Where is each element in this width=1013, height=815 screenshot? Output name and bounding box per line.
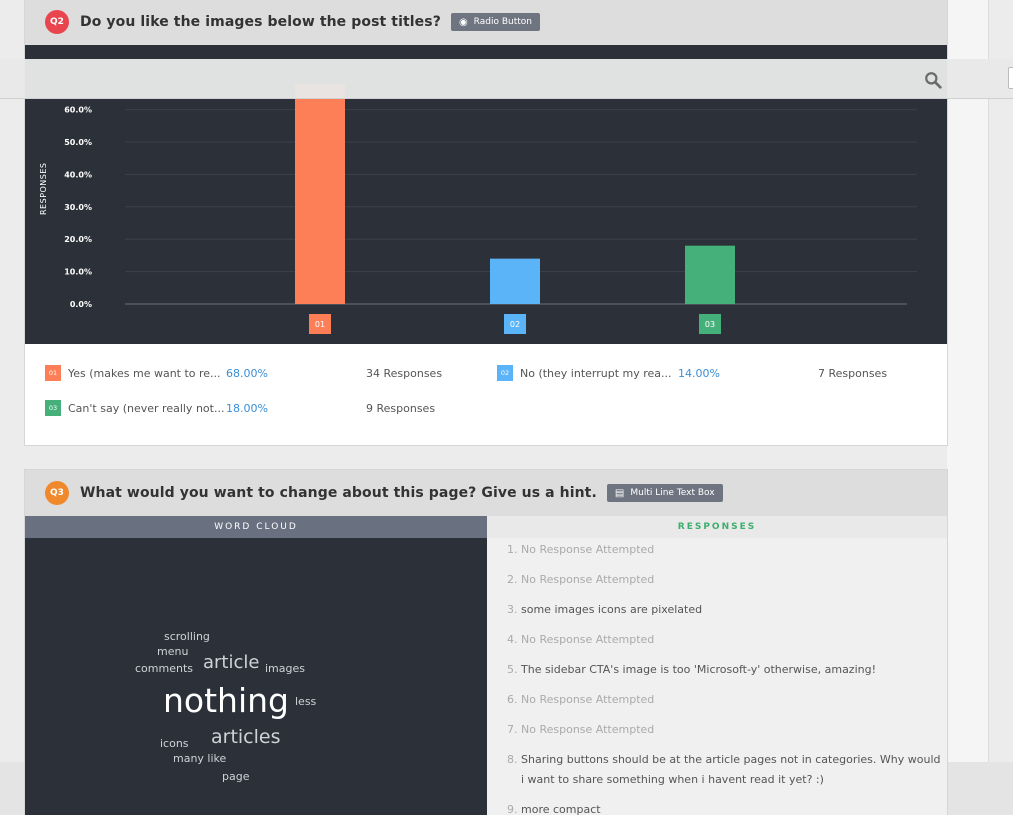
search-icon[interactable]	[924, 71, 942, 89]
question-header: Q2 Do you like the images below the post…	[25, 0, 947, 45]
cloud-word: menu	[157, 645, 189, 658]
response-item: 8. Sharing buttons should be at the arti…	[507, 750, 947, 790]
x-tick-badge	[699, 314, 721, 334]
response-item: 6. No Response Attempted	[507, 690, 947, 710]
y-tick-label: 20.0%	[64, 235, 92, 244]
response-item: 7. No Response Attempted	[507, 720, 947, 740]
question-type-chip: ▤ Multi Line Text Box	[606, 484, 723, 502]
legend-label: No (they interrupt my rea...	[520, 366, 672, 380]
response-text: The sidebar CTA's image is too 'Microsof…	[521, 663, 876, 676]
question-type-chip: ◉ Radio Button	[450, 13, 540, 31]
page-right-rail	[947, 0, 989, 762]
question-card-q3: Q3 What would you want to change about t…	[24, 469, 948, 815]
legend-badge: 02	[497, 365, 513, 381]
textbox-icon: ▤	[614, 487, 625, 499]
cloud-word: article	[203, 652, 260, 673]
legend-label: Yes (makes me want to re...	[68, 366, 221, 380]
x-tick-label: 03	[705, 320, 715, 329]
response-item: 9. more compact	[507, 800, 947, 815]
bar	[685, 245, 735, 304]
word-cloud-header: WORD CLOUD	[25, 516, 487, 538]
question-type-label: Radio Button	[473, 17, 532, 27]
response-number: 5.	[507, 663, 518, 676]
x-tick-badge	[309, 314, 331, 334]
response-text: Sharing buttons should be at the article…	[521, 753, 941, 786]
bar	[490, 258, 540, 304]
response-number: 1.	[507, 543, 518, 556]
y-tick-label: 10.0%	[64, 268, 92, 277]
question-type-label: Multi Line Text Box	[630, 488, 715, 498]
response-text: No Response Attempted	[521, 693, 655, 706]
response-text: No Response Attempted	[521, 723, 655, 736]
x-tick-label: 02	[510, 320, 520, 329]
legend-percent: 18.00%	[226, 401, 268, 415]
x-tick-label: 01	[315, 320, 325, 329]
response-item: 5. The sidebar CTA's image is too 'Micro…	[507, 660, 947, 680]
question-badge: Q3	[45, 481, 69, 505]
y-tick-label: 0.0%	[70, 300, 92, 309]
response-number: 6.	[507, 693, 518, 706]
response-text: No Response Attempted	[521, 573, 655, 586]
legend-badge: 01	[45, 365, 61, 381]
cloud-word: scrolling	[164, 630, 210, 643]
responses-header: RESPONSES	[487, 516, 947, 538]
response-number: 4.	[507, 633, 518, 646]
cloud-word: less	[295, 695, 317, 708]
response-number: 3.	[507, 603, 518, 616]
top-search-bar	[0, 59, 1013, 99]
cloud-word: many like	[173, 752, 227, 765]
response-text: No Response Attempted	[521, 543, 655, 556]
cloud-word: icons	[160, 737, 189, 750]
legend-badge: 03	[45, 400, 61, 416]
response-number: 2.	[507, 573, 518, 586]
legend-item: 03 Can't say (never really not... 18.00%…	[45, 400, 486, 416]
response-text: some images icons are pixelated	[521, 603, 703, 616]
cloud-word: page	[222, 770, 250, 783]
y-tick-label: 40.0%	[64, 170, 92, 179]
legend-percent: 14.00%	[678, 366, 720, 380]
cloud-word: images	[265, 662, 305, 675]
y-tick-label: 50.0%	[64, 138, 92, 147]
legend-count: 34 Responses	[366, 366, 443, 380]
bar	[295, 83, 345, 305]
y-tick-label: 30.0%	[64, 203, 92, 212]
cloud-word: nothing	[163, 681, 289, 720]
response-number: 8.	[507, 753, 518, 766]
response-item: 4. No Response Attempted	[507, 630, 947, 650]
chart-legend: 01 Yes (makes me want to re... 68.00% 34…	[25, 344, 947, 445]
question-title: What would you want to change about this…	[80, 485, 597, 501]
legend-item: 02 No (they interrupt my rea... 14.00% 7…	[497, 365, 938, 381]
responses-list: 1. No Response Attempted 2. No Response …	[487, 538, 947, 815]
legend-percent: 68.00%	[226, 366, 268, 380]
response-number: 7.	[507, 723, 518, 736]
response-item: 1. No Response Attempted	[507, 540, 947, 560]
legend-count: 7 Responses	[818, 366, 888, 380]
response-text: No Response Attempted	[521, 633, 655, 646]
legend-item: 01 Yes (makes me want to re... 68.00% 34…	[45, 365, 486, 381]
bar-chart-svg: 0.0% 10.0% 20.0% 30.0% 40.0% 50.0% 60.0% 01 02 03	[64, 83, 917, 334]
radio-icon: ◉	[458, 16, 468, 28]
response-text: more compact	[521, 803, 601, 815]
word-cloud: scrolling menu comments article images n…	[25, 538, 487, 815]
response-number: 9.	[507, 803, 518, 815]
response-item: 3. some images icons are pixelated	[507, 600, 947, 620]
legend-count: 9 Responses	[366, 401, 436, 415]
edge-control[interactable]	[1008, 67, 1013, 89]
y-tick-label: 60.0%	[64, 106, 92, 115]
response-item: 2. No Response Attempted	[507, 570, 947, 590]
cloud-word: articles	[211, 726, 281, 748]
question-title: Do you like the images below the post ti…	[80, 14, 441, 30]
cloud-word: comments	[135, 662, 193, 675]
question-badge: Q2	[45, 10, 69, 34]
legend-label: Can't say (never really not...	[68, 401, 225, 415]
question-header: Q3 What would you want to change about t…	[25, 470, 947, 516]
chart-ylabel: RESPONSES	[39, 162, 48, 215]
x-tick-badge	[504, 314, 526, 334]
